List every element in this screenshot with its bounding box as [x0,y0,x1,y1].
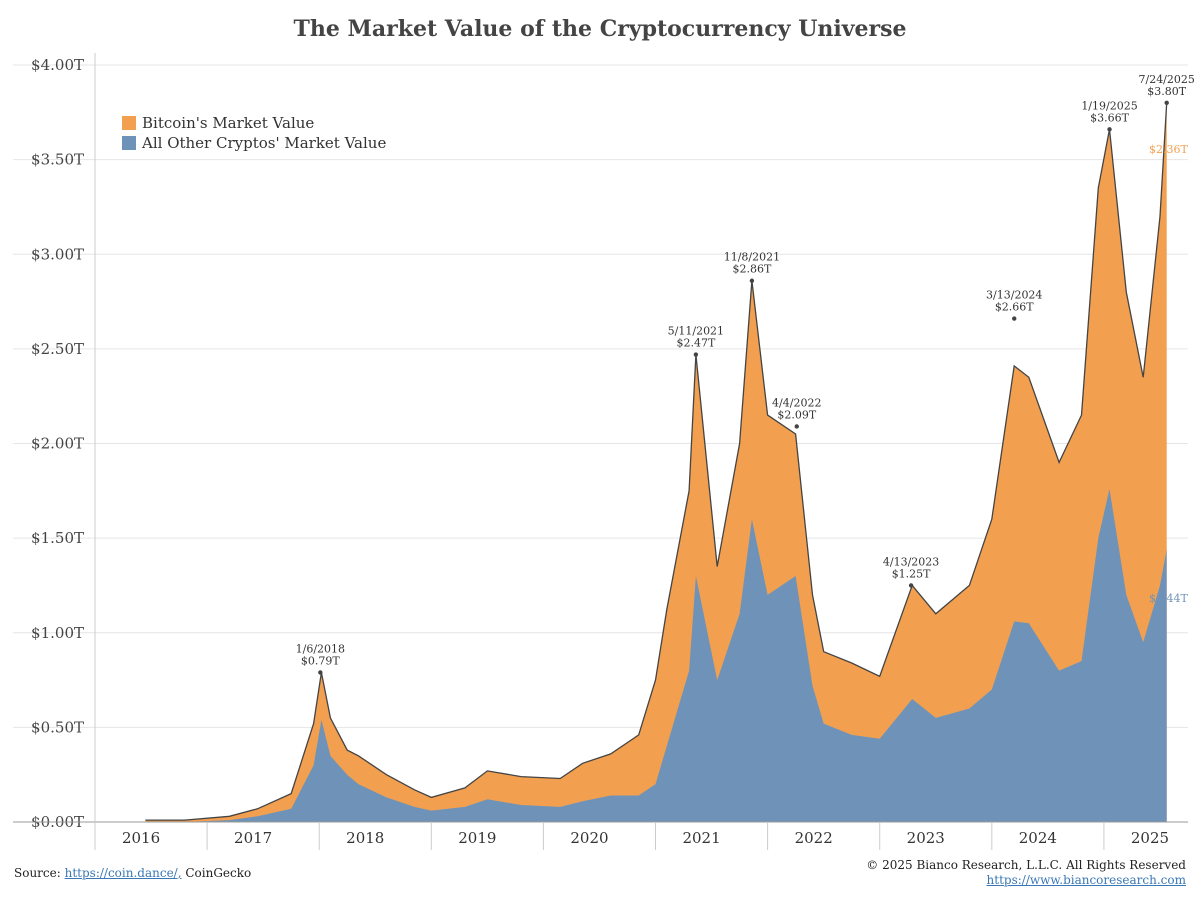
copyright-text: © 2025 Bianco Research, L.L.C. All Right… [866,858,1186,872]
legend-swatch [122,136,136,150]
source-extra: CoinGecko [185,866,252,880]
peak-marker [908,583,914,588]
y-tick-label: $2.50T [31,340,84,358]
footer-source: Source: https://coin.dance/, CoinGecko [14,866,251,880]
legend-swatch [122,116,136,130]
x-tick-label: 2016 [122,829,160,847]
x-tick-label: 2021 [682,829,720,847]
y-tick-label: $1.00T [31,624,84,642]
x-tick-label: 2018 [346,829,384,847]
annotation-date: 3/13/2024 [986,289,1042,302]
annotation-date: 4/4/2022 [772,396,821,409]
axes: $0.00T$0.50T$1.00T$1.50T$2.00T$2.50T$3.0… [13,53,1188,850]
annotation-date: 11/8/2021 [724,251,780,264]
legend: Bitcoin's Market Value All Other Cryptos'… [122,114,386,152]
bitcoin-area [145,102,1167,822]
y-tick-label: $4.00T [31,56,84,74]
bitcoin-end-label: $2.36T [1149,143,1188,156]
annotation-value: $1.25T [892,567,931,580]
annotation-date: 7/24/2025 [1138,73,1194,86]
x-tick-label: 2017 [234,829,272,847]
annotation-value: $2.09T [777,408,816,421]
peak-marker [693,352,699,357]
x-tick-label: 2023 [907,829,945,847]
y-tick-label: $2.00T [31,435,84,453]
annotations: 1/6/2018$0.79T5/11/2021$2.47T11/8/2021$2… [296,73,1195,675]
legend-label: Bitcoin's Market Value [142,114,314,132]
annotation-date: 1/6/2018 [296,642,345,655]
others-area [145,488,1167,822]
x-tick-label: 2022 [795,829,833,847]
annotation-value: $2.86T [733,263,772,276]
stacked-areas [145,102,1168,822]
y-tick-label: $3.50T [31,151,84,169]
x-tick-label: 2020 [570,829,608,847]
gridlines [13,64,1188,728]
peak-marker [1164,100,1169,106]
annotation-date: 5/11/2021 [668,325,724,338]
y-tick-label: $0.50T [31,718,84,736]
peak-marker [318,670,323,675]
footer-copyright: © 2025 Bianco Research, L.L.C. All Right… [866,858,1186,888]
source-label: Source: [14,866,61,880]
x-tick-label: 2019 [458,829,496,847]
peak-marker [794,424,799,429]
chart-title: The Market Value of the Cryptocurrency U… [293,16,907,42]
legend-label: All Other Cryptos' Market Value [141,134,386,152]
website-link[interactable]: https://www.biancoresearch.com [986,873,1186,887]
annotation-date: 1/19/2025 [1081,99,1137,112]
source-link[interactable]: https://coin.dance/, [64,866,182,880]
y-tick-label: $1.50T [31,529,84,547]
y-tick-label: $3.00T [31,245,84,263]
annotation-date: 4/13/2023 [883,555,939,568]
annotation-value: $0.79T [301,654,340,667]
annotation-value: $3.66T [1090,111,1129,124]
annotation-value: $2.47T [676,337,715,350]
annotation-value: $2.66T [995,301,1034,314]
x-tick-label: 2025 [1131,829,1169,847]
peak-marker [1012,316,1017,321]
x-tick-label: 2024 [1019,829,1057,847]
annotation-value: $3.80T [1147,85,1186,98]
peak-marker [749,278,755,283]
peak-marker [1107,127,1112,132]
others-end-label: $1.44T [1149,592,1188,605]
